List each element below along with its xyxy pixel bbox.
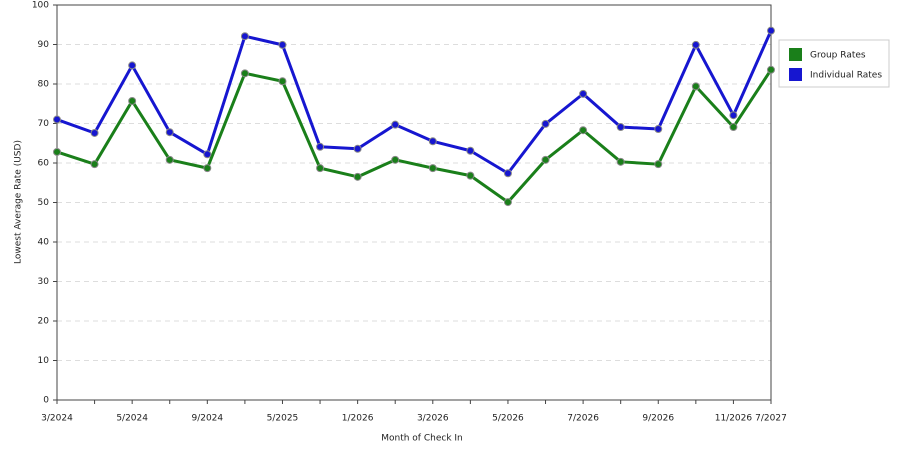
data-point	[128, 96, 137, 105]
data-point	[729, 123, 738, 132]
data-point	[729, 111, 738, 120]
data-point	[165, 128, 174, 137]
data-point	[240, 69, 249, 78]
y-tick-label: 100	[32, 1, 49, 11]
data-point	[767, 65, 775, 74]
data-point	[691, 40, 700, 49]
data-point	[579, 89, 588, 98]
data-point	[90, 160, 99, 169]
data-point	[278, 40, 287, 49]
x-tick-label: 9/2026	[642, 414, 674, 424]
y-tick-label: 30	[38, 277, 50, 287]
x-tick-label: 1/2026	[342, 414, 374, 424]
data-point	[616, 123, 625, 132]
legend-swatch	[789, 68, 802, 81]
y-tick-label: 80	[38, 80, 50, 90]
x-axis-label: Month of Check In	[381, 434, 463, 444]
data-point	[353, 172, 362, 181]
data-point	[240, 32, 249, 41]
data-point	[353, 144, 362, 153]
x-tick-label: 3/2026	[417, 414, 449, 424]
data-point	[391, 120, 400, 129]
x-tick-label: 5/2024	[116, 414, 148, 424]
legend-label: Group Rates	[810, 51, 866, 61]
y-tick-label: 90	[38, 40, 50, 50]
y-tick-label: 40	[38, 238, 50, 248]
data-point	[203, 164, 212, 173]
data-point	[654, 125, 663, 134]
data-point	[466, 171, 475, 180]
series-line	[56, 30, 773, 175]
data-point	[767, 26, 775, 35]
data-point	[541, 119, 550, 128]
y-tick-label: 70	[38, 119, 50, 129]
x-tick-label: 7/2026	[567, 414, 599, 424]
y-tick-label: 10	[38, 356, 50, 366]
data-point	[53, 147, 61, 156]
y-tick-label: 0	[43, 396, 49, 406]
data-point	[165, 155, 174, 164]
y-tick-label: 50	[38, 198, 50, 208]
y-tick-label: 20	[38, 317, 50, 327]
data-point	[391, 155, 400, 164]
x-tick-label: 7/2027	[755, 414, 787, 424]
legend-swatch	[789, 48, 802, 61]
data-point	[503, 198, 512, 207]
data-point	[466, 146, 475, 155]
x-tick-label: 11/2026	[715, 414, 753, 424]
x-tick-label: 9/2024	[191, 414, 223, 424]
series-line	[56, 68, 773, 204]
data-point	[503, 169, 512, 178]
data-point	[90, 128, 99, 137]
x-tick-label: 3/2024	[41, 414, 73, 424]
data-point	[654, 160, 663, 169]
data-point	[203, 150, 212, 159]
data-point	[316, 142, 325, 151]
plot-frame	[56, 4, 772, 401]
y-axis-label: Lowest Average Rate (USD)	[14, 140, 24, 264]
legend-label: Individual Rates	[810, 71, 882, 81]
y-tick-label: 60	[38, 159, 50, 169]
data-point	[128, 61, 137, 70]
data-point	[541, 155, 550, 164]
data-point	[428, 164, 437, 173]
data-point	[691, 82, 700, 91]
data-point	[579, 126, 588, 135]
x-tick-label: 5/2025	[267, 414, 299, 424]
data-point	[428, 137, 437, 146]
data-point	[616, 157, 625, 166]
data-point	[53, 115, 61, 124]
data-point	[316, 164, 325, 173]
data-point	[278, 77, 287, 86]
x-tick-label: 5/2026	[492, 414, 524, 424]
